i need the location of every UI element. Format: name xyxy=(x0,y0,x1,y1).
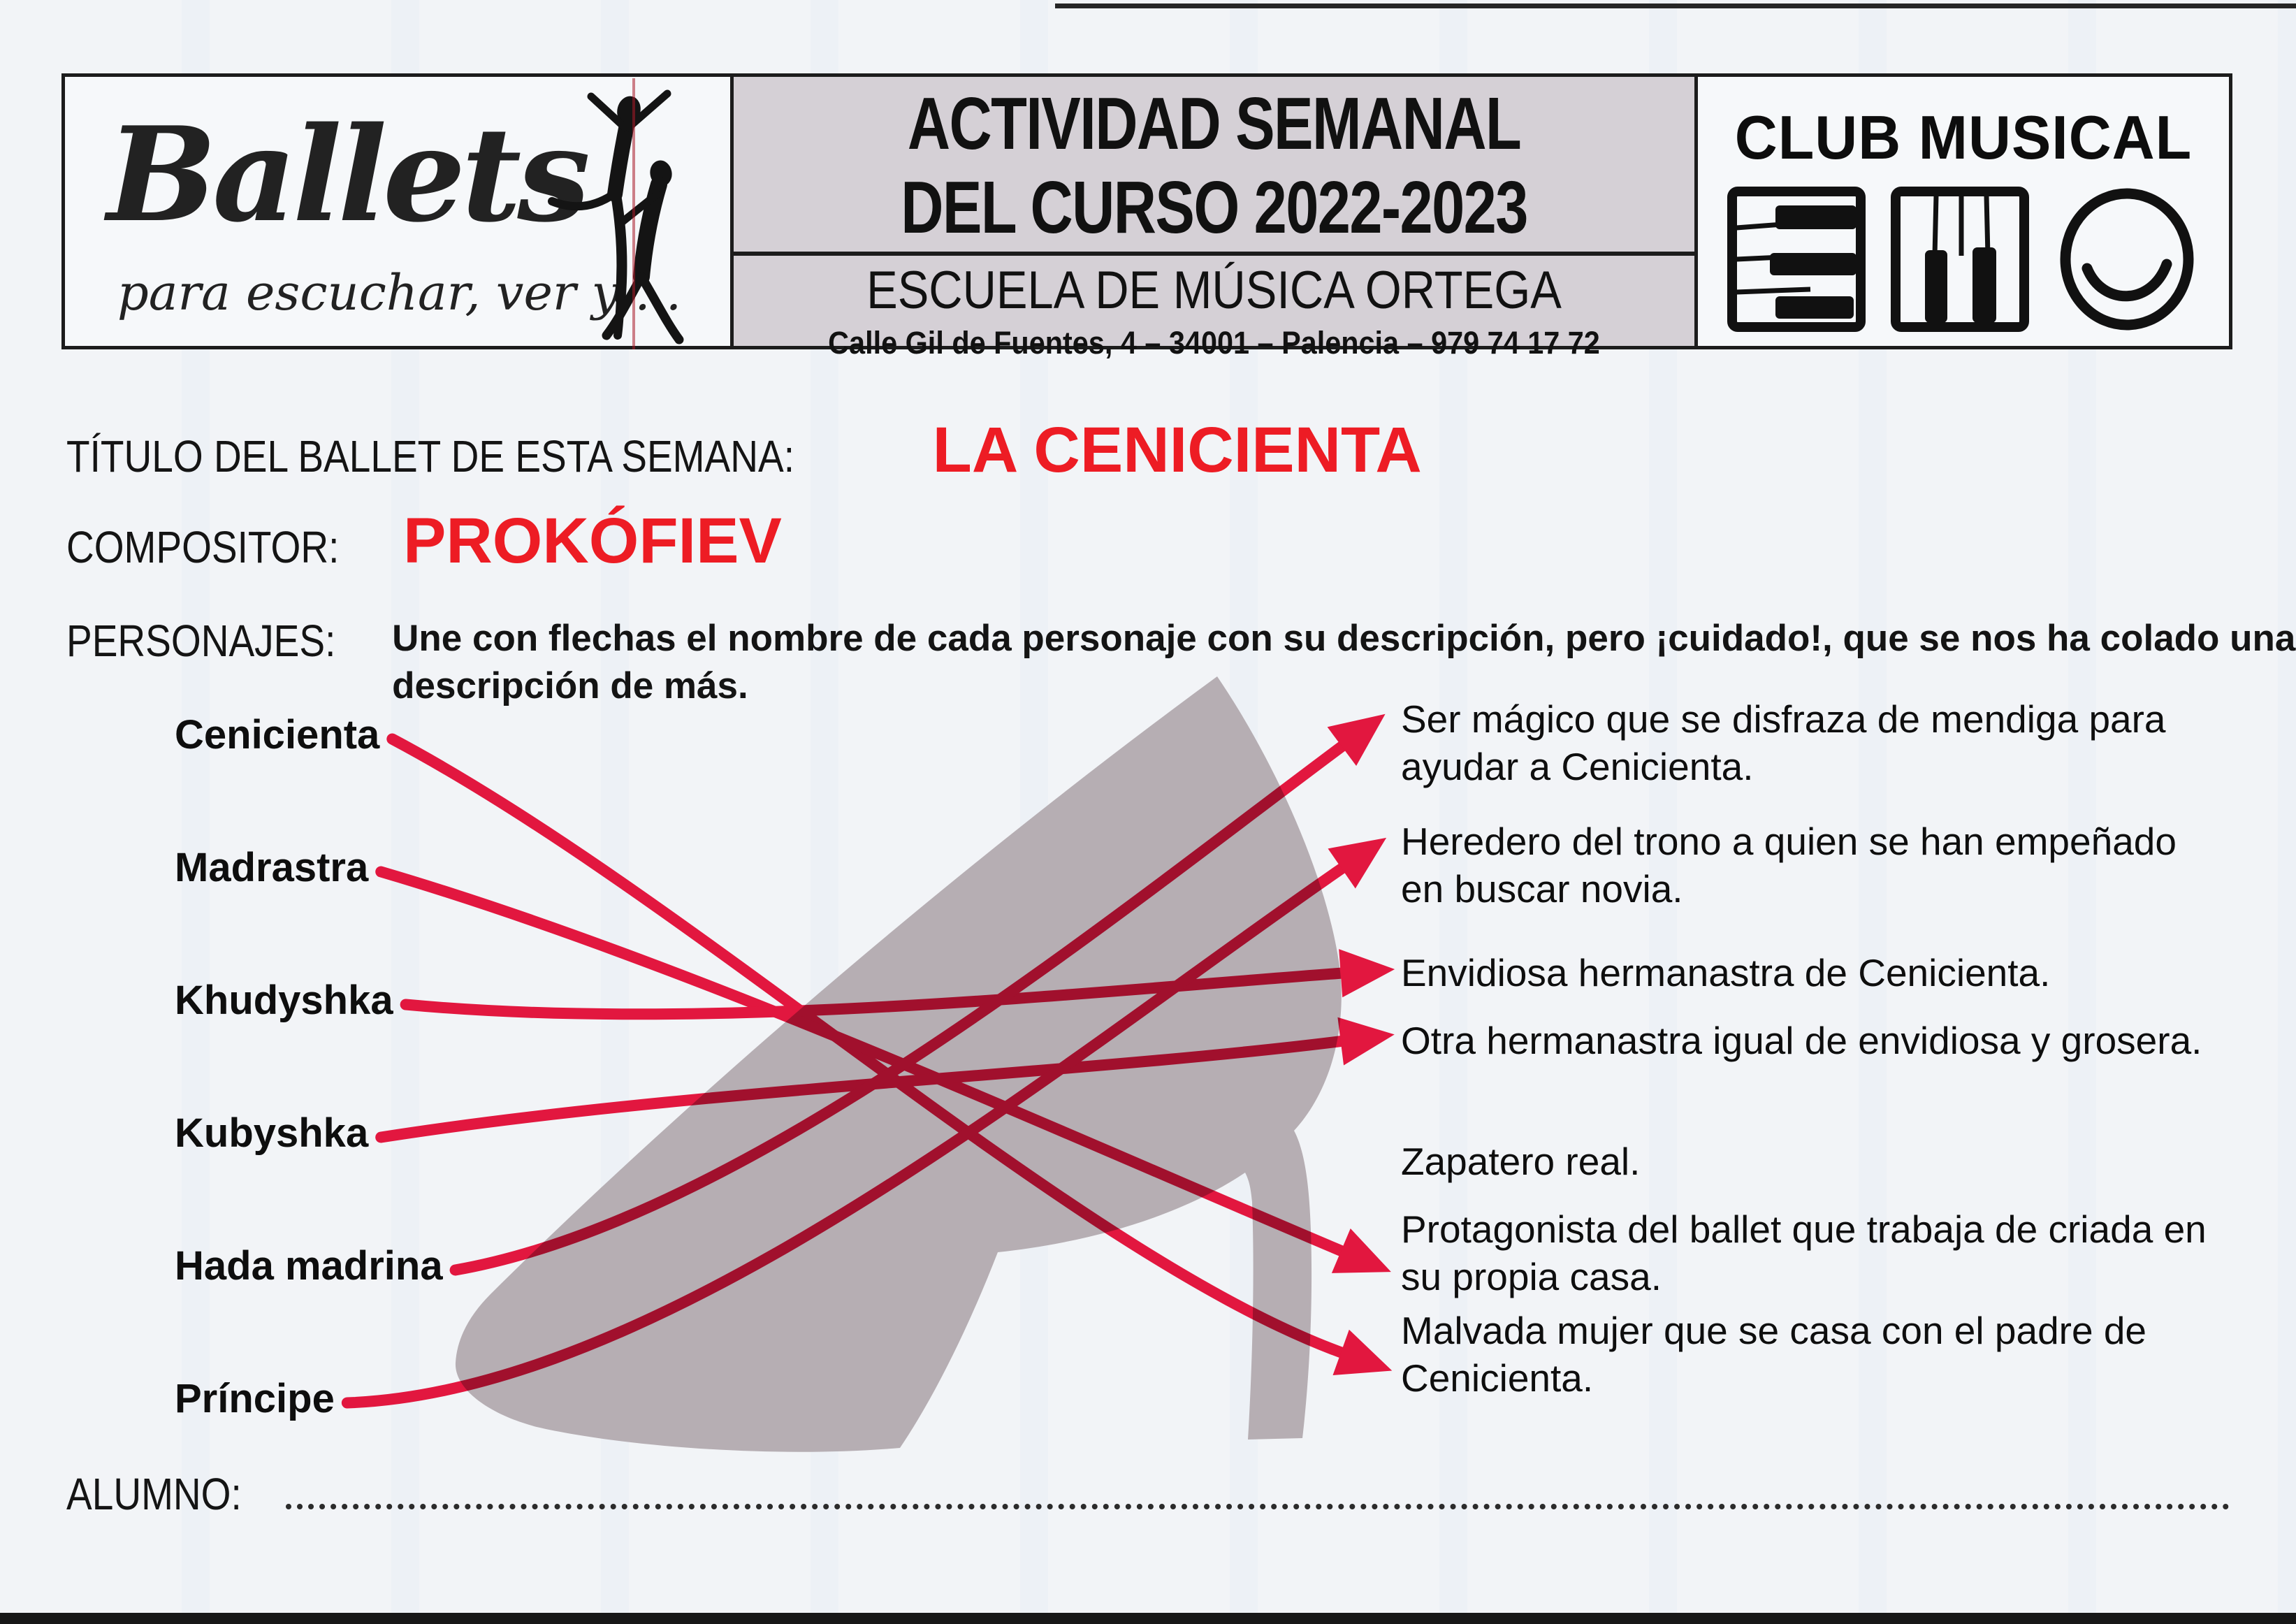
character-description: Envidiosa hermanastra de Cenicienta. xyxy=(1401,951,2051,994)
character-description: Protagonista del ballet que trabaja de c… xyxy=(1401,1208,2207,1299)
smiley-face-icon xyxy=(2060,188,2194,331)
piano-keys-horizontal-icon xyxy=(1727,187,1866,332)
character-name: Kubyshka xyxy=(175,1110,369,1156)
worksheet-header: Ballets para escuchar, ver y ... xyxy=(61,73,2232,361)
ballets-tagline: para escuchar, ver y ... xyxy=(117,264,682,321)
ballet-dancers-icon xyxy=(548,89,684,345)
connection-line-khudyshka xyxy=(400,949,1395,1020)
character-name: Khudyshka xyxy=(175,978,393,1023)
character-description: Ser mágico que se disfraza de mendiga pa… xyxy=(1401,697,2166,789)
character-name: Hada madrina xyxy=(175,1243,443,1289)
scan-streak-artifact xyxy=(632,78,635,349)
character-name: Madrastra xyxy=(175,845,369,890)
alumno-label: ALUMNO: xyxy=(66,1469,242,1519)
club-musical-title: CLUB MUSICAL xyxy=(1734,103,2193,172)
character-description: Heredero del trono a quien se han empeña… xyxy=(1401,820,2177,911)
character-description: Malvada mujer que se casa con el padre d… xyxy=(1401,1309,2147,1400)
activity-title-line1: ACTIVIDAD SEMANAL xyxy=(907,82,1522,165)
activity-title-line2: DEL CURSO 2022-2023 xyxy=(901,166,1528,249)
character-name: Príncipe xyxy=(175,1376,335,1421)
titulo-value: LA CENICIENTA xyxy=(932,414,1422,486)
ballets-logo-cell: Ballets para escuchar, ver y ... xyxy=(65,77,734,346)
connection-line-hada-madrina xyxy=(449,713,1386,1276)
personajes-instruction: Une con flechas el nombre de cada person… xyxy=(392,618,2296,706)
titulo-label: TÍTULO DEL BALLET DE ESTA SEMANA: xyxy=(66,431,794,481)
club-musical-cell: CLUB MUSICAL xyxy=(1698,77,2229,346)
personajes-row: PERSONAJES: Une con flechas el nombre de… xyxy=(66,615,2296,710)
alumno-dotted-line xyxy=(285,1467,2230,1509)
personajes-label: PERSONAJES: xyxy=(66,616,336,666)
school-name: ESCUELA DE MÚSICA ORTEGA xyxy=(866,260,1562,320)
scan-edge-artifact xyxy=(1055,3,2296,8)
character-description: Zapatero real. xyxy=(1401,1140,1641,1183)
header-divider xyxy=(734,251,1694,256)
header-center-cell: ACTIVIDAD SEMANAL DEL CURSO 2022-2023 ES… xyxy=(734,77,1698,361)
connection-line-príncipe xyxy=(341,837,1387,1409)
character-description: Otra hermanastra igual de envidiosa y gr… xyxy=(1401,1019,2202,1062)
piano-keys-vertical-icon xyxy=(1891,187,2029,332)
scan-edge-artifact xyxy=(0,1613,2296,1624)
character-name: Cenicienta xyxy=(175,712,380,757)
club-musical-logo xyxy=(1698,186,2229,333)
compositor-value: PROKÓFIEV xyxy=(402,505,782,577)
connection-line-madrastra xyxy=(375,866,1391,1273)
compositor-row: COMPOSITOR: PROKÓFIEV xyxy=(66,505,782,578)
titulo-row: TÍTULO DEL BALLET DE ESTA SEMANA: LA CEN… xyxy=(66,414,1422,487)
compositor-label: COMPOSITOR: xyxy=(66,522,340,572)
school-address: Calle Gil de Fuentes, 4 – 34001 – Palenc… xyxy=(828,324,1600,361)
alumno-row: ALUMNO: xyxy=(66,1467,2230,1520)
ballets-logo-text: Ballets xyxy=(107,98,590,251)
